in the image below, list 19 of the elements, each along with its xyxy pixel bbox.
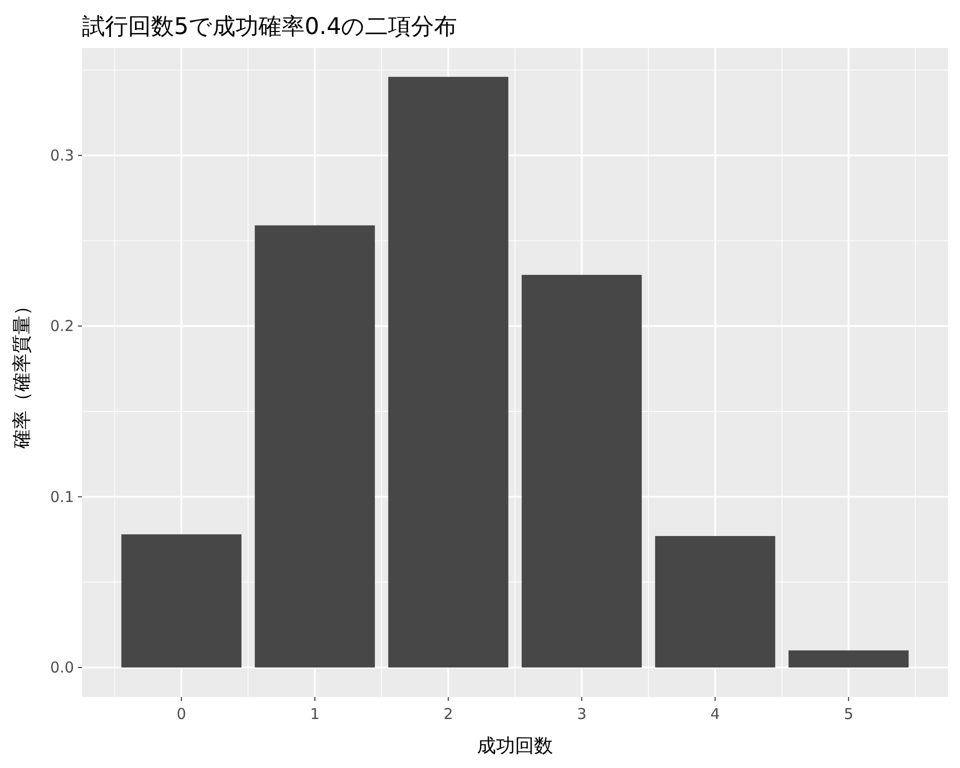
x-tick-label: 0 bbox=[176, 705, 186, 723]
x-tick-label: 2 bbox=[444, 705, 454, 723]
x-tick-label: 3 bbox=[576, 705, 586, 723]
x-tick-label: 4 bbox=[710, 705, 720, 723]
x-axis-title: 成功回数 bbox=[477, 735, 553, 757]
x-tick-label: 5 bbox=[844, 705, 854, 723]
bar bbox=[388, 76, 508, 668]
y-tick-label: 0.2 bbox=[50, 317, 74, 336]
y-tick-label: 0.0 bbox=[50, 658, 74, 676]
y-axis-title: 確率（確率質量） bbox=[11, 296, 33, 450]
y-tick-label: 0.3 bbox=[50, 146, 74, 164]
bar bbox=[254, 225, 375, 668]
x-tick-label: 1 bbox=[310, 705, 320, 723]
y-tick-label: 0.1 bbox=[50, 488, 74, 506]
chart-title: 試行回数5で成功確率0.4の二項分布 bbox=[82, 14, 458, 40]
bar bbox=[655, 536, 776, 668]
bar bbox=[121, 534, 242, 668]
bar bbox=[522, 274, 642, 668]
bar bbox=[788, 650, 909, 668]
